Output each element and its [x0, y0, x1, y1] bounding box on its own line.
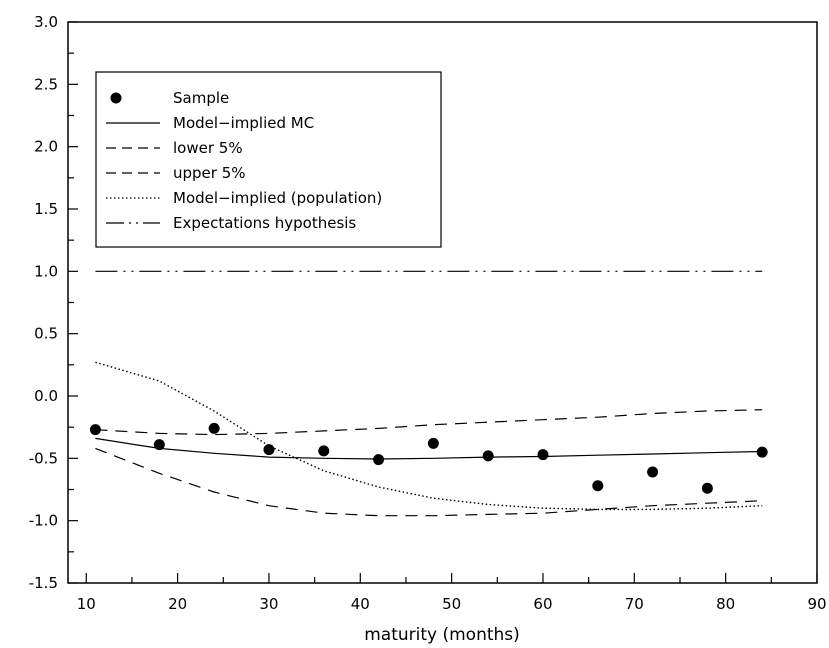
x-tick-label: 60: [533, 595, 552, 613]
x-tick-label: 40: [351, 595, 370, 613]
sample-point: [592, 480, 604, 492]
x-axis-title: maturity (months): [364, 625, 520, 645]
legend-label: upper 5%: [173, 164, 246, 182]
series-line-lower-5: [95, 447, 763, 517]
legend-label: Model−implied (population): [173, 189, 382, 207]
y-tick-label: -1.0: [29, 512, 58, 530]
x-tick-label: 70: [625, 595, 644, 613]
legend-label: Expectations hypothesis: [173, 214, 356, 232]
y-axis: -1.5 -1.0 -0.5 0.0 0.5 1.0 1.5 2.0 2.5 3.0: [29, 13, 78, 592]
sample-point: [647, 466, 659, 478]
x-tick-label: 10: [77, 595, 96, 613]
x-tick-label: 50: [442, 595, 461, 613]
y-tick-label: 3.0: [34, 13, 58, 31]
y-tick-label: 2.0: [34, 138, 58, 156]
x-tick-label: 90: [807, 595, 826, 613]
sample-point: [263, 444, 275, 456]
series-line-model-implied-population: [95, 361, 763, 511]
sample-point: [427, 437, 439, 449]
x-tick-label: 30: [259, 595, 278, 613]
y-tick-label: -1.5: [29, 574, 58, 592]
x-axis: 10 20 30 40 50 60 70 80 90: [77, 573, 827, 613]
sample-point: [482, 450, 494, 462]
y-tick-label: 0.5: [34, 325, 58, 343]
series-line-upper-5: [95, 409, 763, 436]
sample-point: [701, 482, 713, 494]
legend-marker-sample: [110, 92, 122, 104]
x-tick-label: 20: [168, 595, 187, 613]
x-tick-label: 80: [716, 595, 735, 613]
sample-point: [208, 422, 220, 434]
y-tick-label: 0.0: [34, 387, 58, 405]
y-tick-label: -0.5: [29, 449, 58, 467]
legend-label: Sample: [173, 89, 229, 107]
legend-label: Model−implied MC: [173, 114, 314, 132]
y-tick-label: 2.5: [34, 75, 58, 93]
y-tick-label: 1.5: [34, 200, 58, 218]
series-line-model-implied-mc: [95, 437, 763, 460]
series-layer: [89, 270, 768, 517]
sample-point: [537, 449, 549, 461]
legend-label: lower 5%: [173, 139, 243, 157]
legend-box: [95, 71, 442, 248]
sample-point: [318, 445, 330, 457]
legend: Sample Model−implied MC lower 5% upper 5% Mo…: [95, 71, 442, 248]
y-tick-label: 1.0: [34, 262, 58, 280]
